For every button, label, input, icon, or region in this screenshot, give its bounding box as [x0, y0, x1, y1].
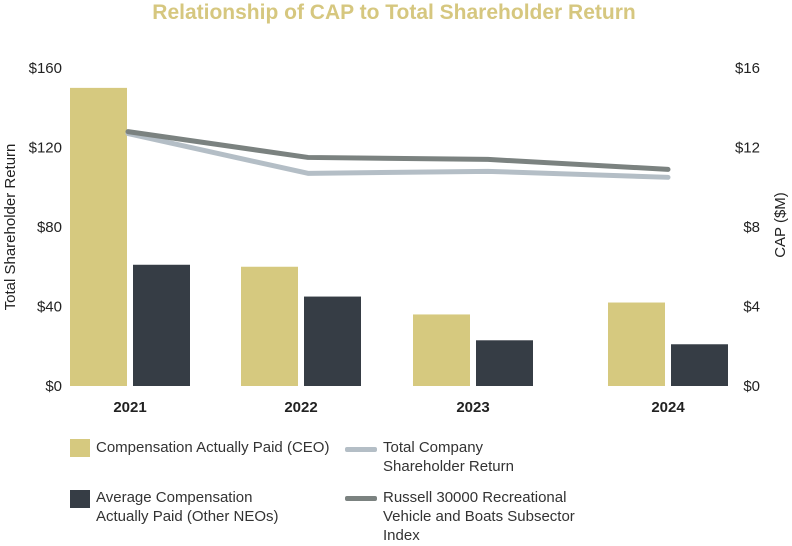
bar-ceo-cap — [413, 314, 470, 386]
right-tick-label: $8 — [743, 219, 760, 236]
right-tick-label: $16 — [735, 60, 760, 77]
legend-tsr-label: Total Company Shareholder Return — [383, 439, 514, 475]
left-tick-label: $120 — [29, 140, 62, 157]
chart-area: Relationship of CAP to Total Shareholder… — [2, 1, 789, 416]
left-axis-ticks: $0 $40 $80 $120 $160 — [29, 60, 62, 395]
chart-title: Relationship of CAP to Total Shareholder… — [152, 1, 635, 24]
right-tick-label: $0 — [743, 378, 760, 395]
bar-neo-cap — [304, 296, 361, 386]
line-russell-index — [125, 129, 671, 172]
right-axis-label: CAP ($M) — [772, 192, 789, 258]
legend-index-swatch — [345, 496, 377, 501]
category-label: 2021 — [113, 399, 146, 416]
right-axis-ticks: $0 $4 $8 $12 $16 — [735, 60, 760, 395]
lines-group — [125, 129, 671, 180]
bars-group — [70, 87, 728, 386]
right-tick-label: $12 — [735, 140, 760, 157]
left-axis-label: Total Shareholder Return — [2, 144, 19, 311]
category-label: 2024 — [651, 399, 685, 416]
left-tick-label: $40 — [37, 299, 62, 316]
legend-tsr-swatch — [345, 447, 377, 452]
legend-ceo-cap-swatch — [70, 439, 90, 457]
category-label: 2022 — [284, 399, 317, 416]
legend-neo-cap-label: Average Compensation Actually Paid (Othe… — [96, 489, 279, 525]
left-tick-label: $0 — [45, 378, 62, 395]
left-tick-label: $80 — [37, 219, 62, 236]
bar-neo-cap — [133, 264, 190, 386]
category-label: 2023 — [456, 399, 489, 416]
legend-index-label: Russell 30000 Recreational Vehicle and B… — [383, 489, 575, 544]
bar-neo-cap — [671, 344, 728, 386]
bar-ceo-cap — [608, 302, 665, 386]
bar-ceo-cap — [241, 266, 298, 386]
legend-neo-cap-swatch — [70, 490, 90, 508]
bar-neo-cap — [476, 340, 533, 386]
legend-ceo-cap-label: Compensation Actually Paid (CEO) — [96, 439, 330, 456]
line-total-shareholder-return — [125, 131, 671, 180]
left-tick-label: $160 — [29, 60, 62, 77]
bar-ceo-cap — [70, 87, 127, 386]
category-labels: 2021 2022 2023 2024 — [113, 399, 685, 416]
right-tick-label: $4 — [743, 299, 760, 316]
